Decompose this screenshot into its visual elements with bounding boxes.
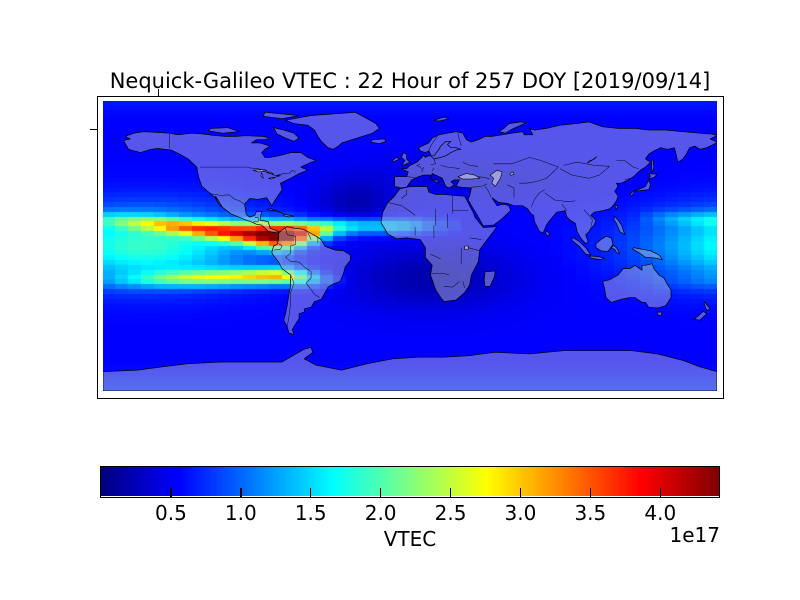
colorbar-tick-label: 0.5 <box>155 501 187 525</box>
colorbar-tick-label: 1.5 <box>294 501 327 525</box>
colorbar-tick-label: 2.0 <box>364 501 397 525</box>
colorbar-tick-label: 2.5 <box>434 501 467 525</box>
map-plot-area <box>103 101 717 391</box>
colorbar-gradient <box>101 467 719 496</box>
colorbar-tick-label: 4.0 <box>644 501 677 525</box>
colorbar-tick-mark <box>310 488 312 498</box>
colorbar-tick-label: 3.5 <box>574 501 607 525</box>
colorbar-tick-mark <box>449 488 452 498</box>
landmass-polygons <box>103 111 717 391</box>
colorbar-tick-mark <box>659 488 661 498</box>
colorbar-tick-mark <box>379 488 382 498</box>
map-axis-tick-top <box>158 89 160 96</box>
colorbar-tick-mark <box>240 488 242 498</box>
colorbar-tick-label: 3.0 <box>504 501 537 525</box>
colorbar-offset-label: 1e17 <box>669 523 720 547</box>
plot-title: Nequick-Galileo VTEC : 22 Hour of 257 DO… <box>109 69 711 93</box>
colorbar-tick-mark <box>519 488 522 498</box>
colorbar-tick-mark <box>589 488 592 498</box>
colorbar-tick-mark <box>170 488 172 498</box>
colorbar <box>100 466 720 498</box>
map-panel <box>97 96 724 399</box>
world-coastlines-overlay <box>103 111 717 391</box>
country-border-lines <box>169 133 639 327</box>
colorbar-axis-label: VTEC <box>383 527 437 551</box>
colorbar-tick-label: 1.0 <box>224 501 257 525</box>
map-axis-tick-left <box>90 129 97 131</box>
